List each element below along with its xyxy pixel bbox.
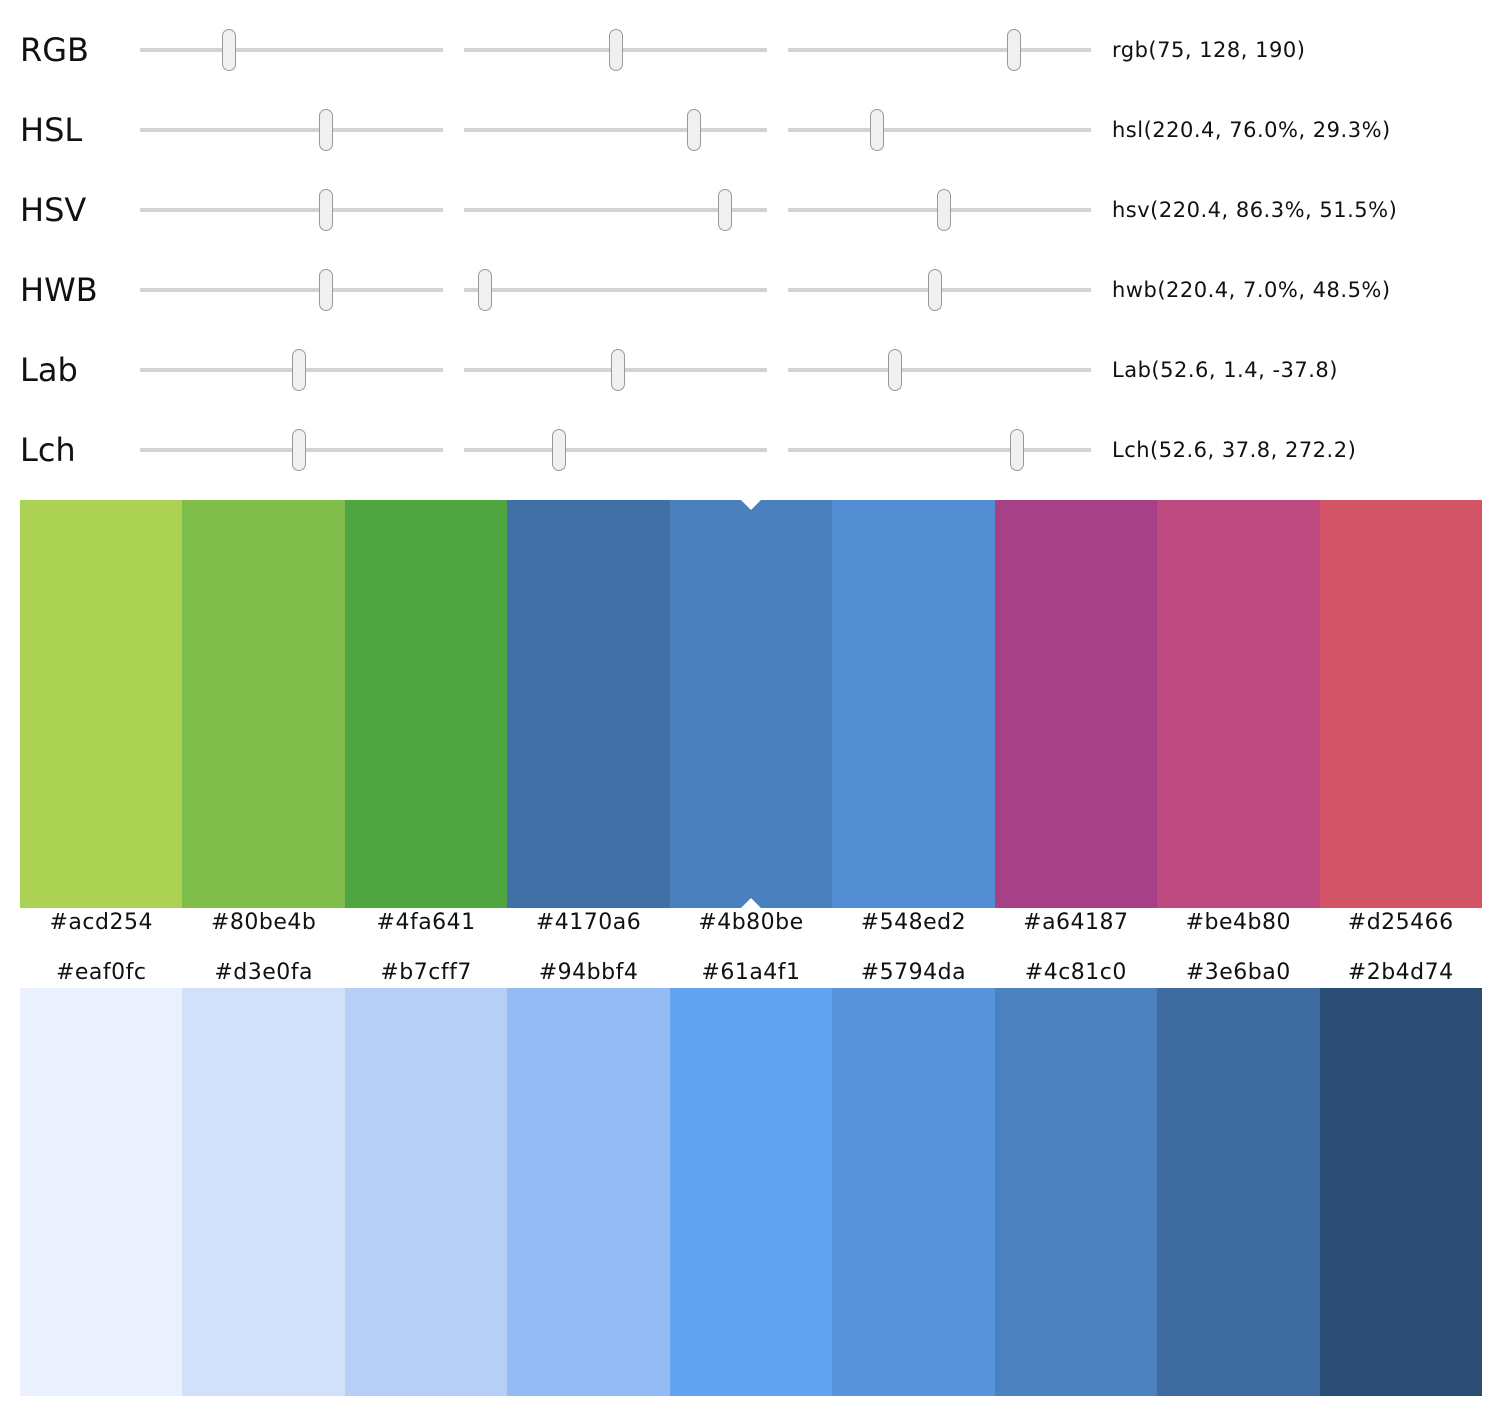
model-value-text: Lab(52.6, 1.4, -37.8) <box>1112 358 1338 382</box>
slider-thumb[interactable] <box>927 269 942 311</box>
model-row-lch: Lch Lch(52.6, 37.8, 272.2) <box>0 410 1501 490</box>
hex-label: #4c81c0 <box>1024 960 1127 985</box>
model-label: HWB <box>20 271 98 309</box>
slider-track[interactable] <box>788 189 1091 231</box>
slider-thumb[interactable] <box>318 189 333 231</box>
slider-thumb[interactable] <box>318 269 333 311</box>
slider-track[interactable] <box>140 349 443 391</box>
hex-label: #b7cff7 <box>380 960 472 985</box>
hex-label: #d25466 <box>1347 910 1454 935</box>
slider-track[interactable] <box>464 109 767 151</box>
slider-track[interactable] <box>140 429 443 471</box>
color-swatch[interactable] <box>994 988 1158 1396</box>
slider-track[interactable] <box>464 29 767 71</box>
slider-thumb[interactable] <box>1006 29 1021 71</box>
hex-label: #2b4d74 <box>1347 960 1454 985</box>
color-swatch[interactable] <box>1157 988 1320 1396</box>
slider-track[interactable] <box>464 429 767 471</box>
color-swatch[interactable] <box>669 988 833 1396</box>
slider-track[interactable] <box>140 29 443 71</box>
model-value-text: Lch(52.6, 37.8, 272.2) <box>1112 438 1357 462</box>
color-swatch[interactable] <box>20 988 183 1396</box>
hex-label: #eaf0fc <box>55 960 147 985</box>
color-swatch[interactable] <box>1319 500 1482 908</box>
shade-palette <box>20 988 1482 1396</box>
color-swatch[interactable] <box>832 500 995 908</box>
slider-thumb[interactable] <box>718 189 733 231</box>
color-swatch[interactable] <box>182 500 345 908</box>
slider-thumb[interactable] <box>222 29 237 71</box>
color-swatch[interactable] <box>832 988 995 1396</box>
hex-label: #61a4f1 <box>701 960 801 985</box>
slider-thumb[interactable] <box>610 349 625 391</box>
hex-label: #80be4b <box>210 910 317 935</box>
slider-thumb[interactable] <box>318 109 333 151</box>
slider-thumb[interactable] <box>292 429 307 471</box>
hex-label: #5794da <box>860 960 967 985</box>
model-label: Lch <box>20 431 76 469</box>
model-value-text: rgb(75, 128, 190) <box>1112 38 1306 62</box>
color-swatch[interactable] <box>669 500 833 908</box>
slider-track[interactable] <box>140 109 443 151</box>
slider-track[interactable] <box>788 269 1091 311</box>
hex-label: #4b80be <box>698 910 804 935</box>
slider-thumb[interactable] <box>687 109 702 151</box>
model-value-text: hwb(220.4, 7.0%, 48.5%) <box>1112 278 1391 302</box>
model-row-hsv: HSV hsv(220.4, 86.3%, 51.5%) <box>0 170 1501 250</box>
color-swatch[interactable] <box>507 988 670 1396</box>
hex-label: #a64187 <box>1023 910 1129 935</box>
slider-track[interactable] <box>464 189 767 231</box>
model-label: Lab <box>20 351 78 389</box>
model-row-rgb: RGB rgb(75, 128, 190) <box>0 10 1501 90</box>
selected-marker-bottom <box>741 898 761 908</box>
slider-thumb[interactable] <box>1010 429 1025 471</box>
hex-label: #4fa641 <box>376 910 476 935</box>
slider-track[interactable] <box>788 349 1091 391</box>
slider-thumb[interactable] <box>292 349 307 391</box>
color-swatch[interactable] <box>20 500 183 908</box>
hex-label: #94bbf4 <box>538 960 639 985</box>
slider-thumb[interactable] <box>609 29 624 71</box>
model-row-lab: Lab Lab(52.6, 1.4, -37.8) <box>0 330 1501 410</box>
slider-thumb[interactable] <box>478 269 493 311</box>
model-label: HSV <box>20 191 87 229</box>
model-value-text: hsl(220.4, 76.0%, 29.3%) <box>1112 118 1391 142</box>
model-row-hwb: HWB hwb(220.4, 7.0%, 48.5%) <box>0 250 1501 330</box>
slider-track[interactable] <box>464 269 767 311</box>
slider-thumb[interactable] <box>869 109 884 151</box>
model-label: HSL <box>20 111 83 149</box>
harmony-hex-labels: #acd254 #80be4b #4fa641 #4170a6 #4b80be #548e… <box>20 908 1482 938</box>
slider-thumb[interactable] <box>937 189 952 231</box>
hex-label: #4170a6 <box>535 910 642 935</box>
model-label: RGB <box>20 31 89 69</box>
color-swatch[interactable] <box>1319 988 1482 1396</box>
selected-marker-top <box>741 500 761 510</box>
harmony-palette <box>20 500 1482 908</box>
slider-track[interactable] <box>140 189 443 231</box>
color-swatch[interactable] <box>344 500 508 908</box>
slider-track[interactable] <box>788 29 1091 71</box>
model-value-text: hsv(220.4, 86.3%, 51.5%) <box>1112 198 1398 222</box>
hex-label: #548ed2 <box>860 910 967 935</box>
slider-thumb[interactable] <box>552 429 567 471</box>
slider-track[interactable] <box>140 269 443 311</box>
hex-label: #acd254 <box>49 910 153 935</box>
slider-thumb[interactable] <box>888 349 903 391</box>
color-swatch[interactable] <box>182 988 345 1396</box>
slider-track[interactable] <box>464 349 767 391</box>
model-row-hsl: HSL hsl(220.4, 76.0%, 29.3%) <box>0 90 1501 170</box>
hex-label: #be4b80 <box>1185 910 1291 935</box>
color-swatch[interactable] <box>994 500 1158 908</box>
color-swatch[interactable] <box>344 988 508 1396</box>
slider-track[interactable] <box>788 429 1091 471</box>
shade-hex-labels: #eaf0fc #d3e0fa #b7cff7 #94bbf4 #61a4f1 #5794… <box>20 958 1482 988</box>
hex-label: #d3e0fa <box>214 960 313 985</box>
slider-track[interactable] <box>788 109 1091 151</box>
color-swatch[interactable] <box>1157 500 1320 908</box>
hex-label: #3e6ba0 <box>1185 960 1291 985</box>
color-swatch[interactable] <box>507 500 670 908</box>
